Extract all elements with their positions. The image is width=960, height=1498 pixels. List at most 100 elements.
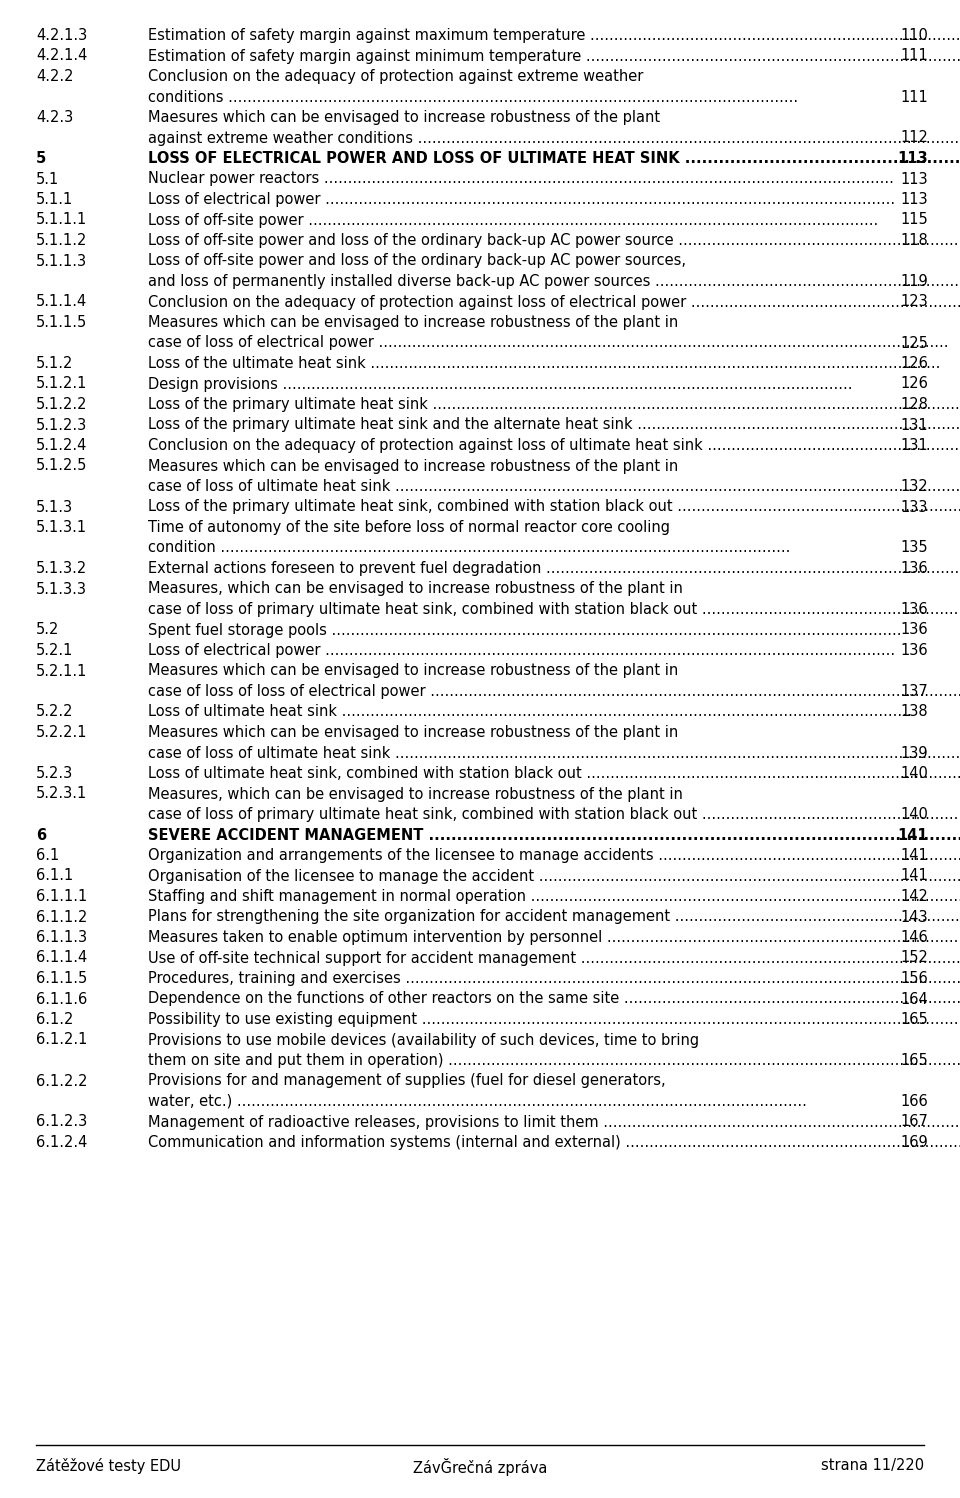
Text: 140: 140 [900,807,928,822]
Text: against extreme weather conditions .............................................: against extreme weather conditions .....… [148,130,960,145]
Text: 5.1.2.1: 5.1.2.1 [36,376,87,391]
Text: 5.1.1.5: 5.1.1.5 [36,315,87,330]
Text: 5.1.1.1: 5.1.1.1 [36,213,87,228]
Text: LOSS OF ELECTRICAL POWER AND LOSS OF ULTIMATE HEAT SINK ........................: LOSS OF ELECTRICAL POWER AND LOSS OF ULT… [148,151,960,166]
Text: Measures which can be envisaged to increase robustness of the plant in: Measures which can be envisaged to incre… [148,315,679,330]
Text: Loss of ultimate heat sink .....................................................: Loss of ultimate heat sink .............… [148,704,912,719]
Text: 152: 152 [900,951,928,966]
Text: 6.1.1.1: 6.1.1.1 [36,888,87,903]
Text: 166: 166 [900,1094,928,1109]
Text: condition ......................................................................: condition ..............................… [148,541,790,556]
Text: Measures, which can be envisaged to increase robustness of the plant in: Measures, which can be envisaged to incr… [148,581,683,596]
Text: Measures which can be envisaged to increase robustness of the plant in: Measures which can be envisaged to incre… [148,725,679,740]
Text: conditions .....................................................................: conditions .............................… [148,90,798,105]
Text: 6: 6 [36,827,46,842]
Text: 131: 131 [900,437,928,452]
Text: 123: 123 [900,295,928,310]
Text: 4.2.2: 4.2.2 [36,69,74,84]
Text: Loss of ultimate heat sink, combined with station black out ....................: Loss of ultimate heat sink, combined wit… [148,765,960,780]
Text: 6.1.1.2: 6.1.1.2 [36,909,87,924]
Text: 146: 146 [900,930,928,945]
Text: 5.1.3.1: 5.1.3.1 [36,520,87,535]
Text: 6.1.1.5: 6.1.1.5 [36,971,87,986]
Text: 110: 110 [900,28,928,43]
Text: 125: 125 [900,336,928,351]
Text: 4.2.1.4: 4.2.1.4 [36,48,87,63]
Text: 138: 138 [900,704,928,719]
Text: Use of off-site technical support for accident management ......................: Use of off-site technical support for ac… [148,951,960,966]
Text: 4.2.3: 4.2.3 [36,109,73,124]
Text: 5.1.2.4: 5.1.2.4 [36,437,87,452]
Text: Spent fuel storage pools .......................................................: Spent fuel storage pools ...............… [148,623,901,638]
Text: 165: 165 [900,1053,928,1068]
Text: case of loss of electrical power ...............................................: case of loss of electrical power .......… [148,336,948,351]
Text: External actions foreseen to prevent fuel degradation ..........................: External actions foreseen to prevent fue… [148,560,960,577]
Text: 131: 131 [900,418,928,433]
Text: 111: 111 [900,48,928,63]
Text: 115: 115 [900,213,928,228]
Text: 169: 169 [900,1135,928,1150]
Text: ZávĞrečná zpráva: ZávĞrečná zpráva [413,1458,547,1476]
Text: Measures taken to enable optimum intervention by personnel .....................: Measures taken to enable optimum interve… [148,930,960,945]
Text: Design provisions ..............................................................: Design provisions ......................… [148,376,852,391]
Text: 132: 132 [900,479,928,494]
Text: 5.1.2.3: 5.1.2.3 [36,418,87,433]
Text: Loss of electrical power .......................................................: Loss of electrical power ...............… [148,643,895,658]
Text: 5.1: 5.1 [36,171,60,186]
Text: Organisation of the licensee to manage the accident ............................: Organisation of the licensee to manage t… [148,869,960,884]
Text: 6.1.2.1: 6.1.2.1 [36,1032,87,1047]
Text: 141: 141 [898,827,928,842]
Text: 128: 128 [900,397,928,412]
Text: 5.2.1.1: 5.2.1.1 [36,664,87,679]
Text: SEVERE ACCIDENT MANAGEMENT .....................................................: SEVERE ACCIDENT MANAGEMENT .............… [148,827,960,842]
Text: 5.2.3.1: 5.2.3.1 [36,786,87,801]
Text: 133: 133 [900,499,928,514]
Text: 5.2.2: 5.2.2 [36,704,74,719]
Text: 5: 5 [36,151,46,166]
Text: 5.1.3: 5.1.3 [36,499,73,514]
Text: 5.1.1.4: 5.1.1.4 [36,295,87,310]
Text: case of loss of primary ultimate heat sink, combined with station black out ....: case of loss of primary ultimate heat si… [148,807,960,822]
Text: Loss of off-site power and loss of the ordinary back-up AC power source ........: Loss of off-site power and loss of the o… [148,234,960,249]
Text: 4.2.1.3: 4.2.1.3 [36,28,87,43]
Text: 5.2.1: 5.2.1 [36,643,73,658]
Text: 5.1.2: 5.1.2 [36,357,73,372]
Text: 136: 136 [900,560,928,577]
Text: 5.2.3: 5.2.3 [36,765,73,780]
Text: 136: 136 [900,623,928,638]
Text: Plans for strengthening the site organization for accident management ..........: Plans for strengthening the site organiz… [148,909,960,924]
Text: 5.2: 5.2 [36,623,60,638]
Text: Conclusion on the adequacy of protection against loss of ultimate heat sink ....: Conclusion on the adequacy of protection… [148,437,960,452]
Text: Measures, which can be envisaged to increase robustness of the plant in: Measures, which can be envisaged to incr… [148,786,683,801]
Text: Maesures which can be envisaged to increase robustness of the plant: Maesures which can be envisaged to incre… [148,109,660,124]
Text: 167: 167 [900,1115,928,1129]
Text: Loss of the primary ultimate heat sink, combined with station black out ........: Loss of the primary ultimate heat sink, … [148,499,960,514]
Text: 119: 119 [900,274,928,289]
Text: 111: 111 [900,90,928,105]
Text: 140: 140 [900,765,928,780]
Text: Dependence on the functions of other reactors on the same site .................: Dependence on the functions of other rea… [148,992,960,1007]
Text: 6.1.2: 6.1.2 [36,1013,73,1028]
Text: case of loss of primary ultimate heat sink, combined with station black out ....: case of loss of primary ultimate heat si… [148,602,960,617]
Text: 5.1.3.2: 5.1.3.2 [36,560,87,577]
Text: case of loss of loss of electrical power .......................................: case of loss of loss of electrical power… [148,685,960,700]
Text: Possibility to use existing equipment ..........................................: Possibility to use existing equipment ..… [148,1013,960,1028]
Text: Loss of off-site power .........................................................: Loss of off-site power .................… [148,213,878,228]
Text: Conclusion on the adequacy of protection against extreme weather: Conclusion on the adequacy of protection… [148,69,643,84]
Text: 156: 156 [900,971,928,986]
Text: 6.1.1.4: 6.1.1.4 [36,951,87,966]
Text: 5.1.1: 5.1.1 [36,192,73,207]
Text: Provisions for and management of supplies (fuel for diesel generators,: Provisions for and management of supplie… [148,1074,665,1089]
Text: Measures which can be envisaged to increase robustness of the plant in: Measures which can be envisaged to incre… [148,458,679,473]
Text: Loss of electrical power .......................................................: Loss of electrical power ...............… [148,192,895,207]
Text: 6.1: 6.1 [36,848,60,863]
Text: 113: 113 [900,171,928,186]
Text: Conclusion on the adequacy of protection against loss of electrical power ......: Conclusion on the adequacy of protection… [148,295,960,310]
Text: 165: 165 [900,1013,928,1028]
Text: 6.1.1.6: 6.1.1.6 [36,992,87,1007]
Text: 143: 143 [900,909,928,924]
Text: Time of autonomy of the site before loss of normal reactor core cooling: Time of autonomy of the site before loss… [148,520,670,535]
Text: 135: 135 [900,541,928,556]
Text: 6.1.1: 6.1.1 [36,869,73,884]
Text: 118: 118 [900,234,928,249]
